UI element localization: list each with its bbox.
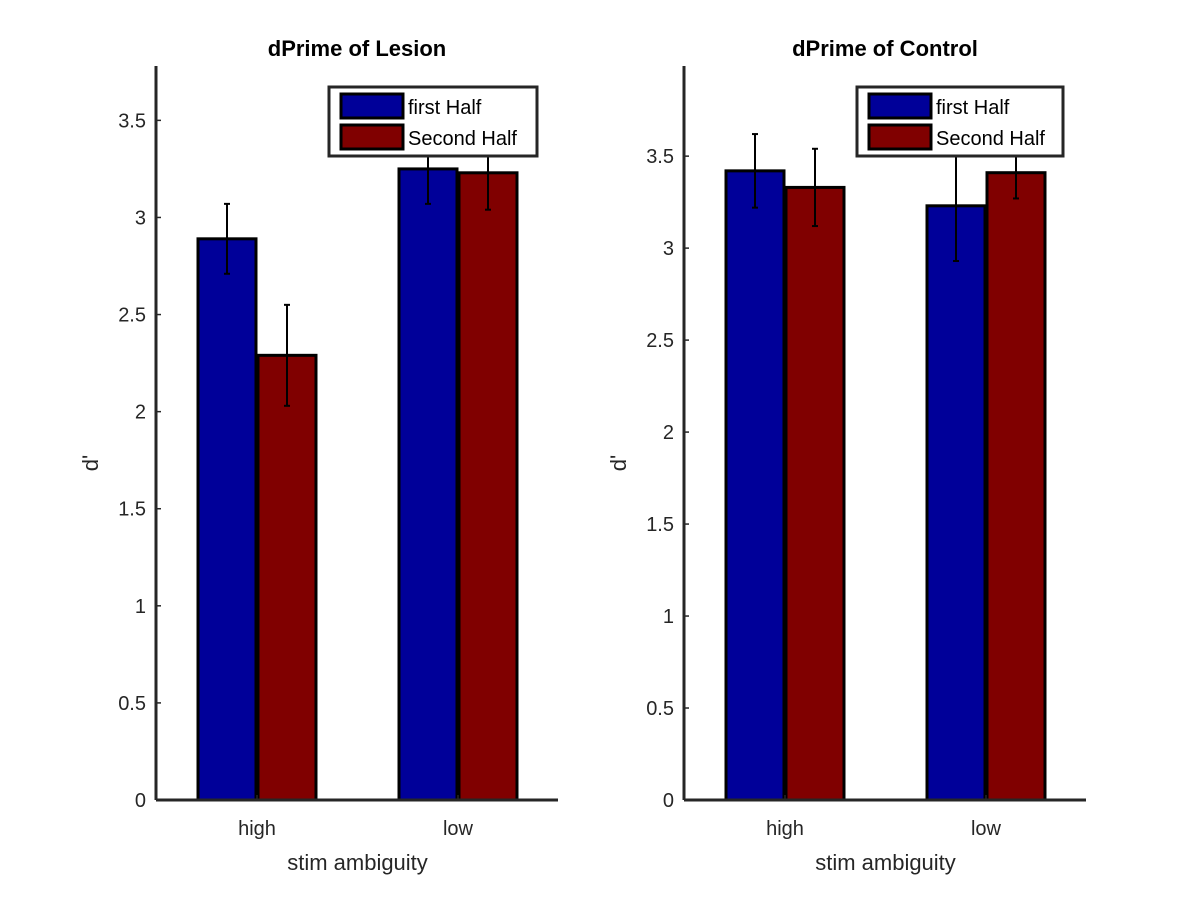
y-tick-label: 0: [663, 790, 674, 812]
bar-high-second-half: [256, 353, 318, 802]
x-axis-label: stim ambiguity: [287, 850, 428, 875]
legend: first Half Second Half: [855, 85, 1065, 158]
legend-label: first Half: [408, 97, 482, 119]
chart-title: dPrime of Control: [792, 36, 978, 61]
y-tick-label: 2: [135, 402, 146, 424]
y-tick-label: 1: [663, 606, 674, 628]
legend-swatch-first-half: [867, 92, 933, 120]
chart-panel-1: dPrime of Lesion 0 0.5 1 1.5 2 2.5 3 3.5 high lows…: [78, 36, 558, 875]
chart-title: dPrime of Lesion: [268, 36, 446, 61]
y-tick-label: 1.5: [118, 499, 146, 521]
chart-panel-2: dPrime of Control 0 0.5 1 1.5 2 2.5 3 3.5 high low…: [606, 36, 1086, 875]
x-tick-label-low: low: [971, 818, 1002, 840]
x-tick-label-high: high: [238, 818, 276, 840]
bar-low-first-half: [397, 167, 459, 802]
y-axis-label: d': [606, 455, 631, 471]
y-tick-label: 0.5: [118, 693, 146, 715]
legend-label: Second Half: [936, 128, 1045, 150]
y-tick-label: 0.5: [646, 698, 674, 720]
legend-swatch-second-half: [339, 123, 405, 151]
bar-low-first-half: [925, 204, 987, 802]
y-tick-label: 3.5: [646, 146, 674, 168]
x-tick-label-low: low: [443, 818, 474, 840]
y-tick-label: 1: [135, 596, 146, 618]
y-axis-label: d': [78, 455, 103, 471]
legend-swatch-second-half: [867, 123, 933, 151]
bar-low-second-half: [985, 171, 1047, 802]
legend-swatch-first-half: [339, 92, 405, 120]
legend-label: Second Half: [408, 128, 517, 150]
bar-high-second-half: [784, 185, 846, 802]
x-tick-label-high: high: [766, 818, 804, 840]
y-tick-label: 3.5: [118, 110, 146, 132]
bar-low-second-half: [457, 171, 519, 802]
y-tick-label: 3: [135, 207, 146, 229]
y-tick-label: 3: [663, 238, 674, 260]
y-tick-label: 2: [663, 422, 674, 444]
y-tick-label: 2.5: [118, 305, 146, 327]
y-tick-label: 2.5: [646, 330, 674, 352]
y-tick-label: 0: [135, 790, 146, 812]
x-axis-label: stim ambiguity: [815, 850, 956, 875]
bar-high-first-half: [724, 169, 786, 802]
legend: first Half Second Half: [327, 85, 539, 158]
bar-high-first-half: [196, 237, 258, 802]
legend-label: first Half: [936, 97, 1010, 119]
y-tick-label: 1.5: [646, 514, 674, 536]
